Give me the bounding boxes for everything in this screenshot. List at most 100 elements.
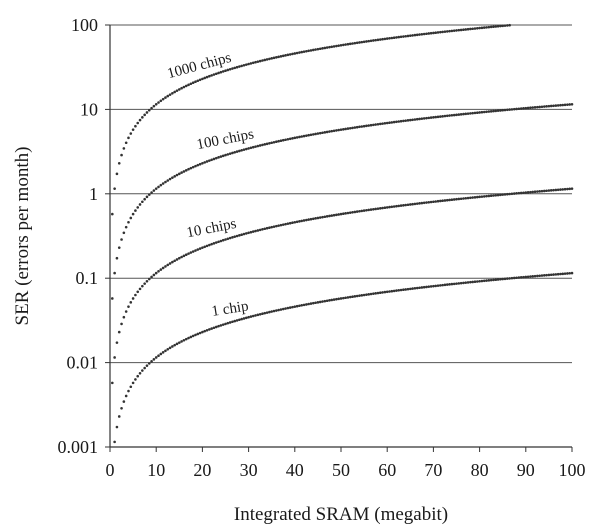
data-point [291,305,294,309]
data-point [161,351,165,354]
data-point [475,111,479,114]
data-point [561,188,565,191]
data-point [268,310,271,314]
data-point [480,110,484,114]
data-point [337,128,340,132]
data-point [381,122,384,125]
data-point [134,293,137,297]
data-point [295,51,299,55]
data-point [265,226,269,230]
data-point [443,199,447,202]
x-tick-label: 80 [471,460,489,480]
data-point [353,210,357,214]
data-point [492,194,495,197]
data-point [529,106,532,110]
data-point [171,345,174,348]
data-point [566,103,569,106]
data-point [570,271,574,275]
data-point [318,131,322,135]
data-point [173,259,176,263]
data-point [342,296,345,300]
data-point [427,116,431,120]
data-point [314,301,317,305]
data-point [369,208,373,211]
data-point [323,299,327,303]
data-point [127,305,130,308]
data-point [302,50,306,53]
x-tick-label: 30 [240,460,258,480]
data-point [515,107,518,111]
data-point [309,49,313,52]
data-point [512,276,516,280]
data-point [452,29,456,32]
data-point [226,153,230,156]
data-point [136,374,140,378]
data-point [270,310,274,313]
data-point [217,240,220,244]
data-point [524,191,528,194]
data-point [113,440,116,444]
data-point [406,119,410,122]
data-point [346,42,350,46]
data-point [496,24,500,28]
data-point [298,135,301,139]
data-point [418,286,421,290]
data-point [275,140,278,144]
data-point [166,263,170,267]
data-point [549,273,553,277]
data-point [522,275,525,279]
data-point [238,234,241,237]
data-point [411,118,414,122]
data-point [378,38,382,41]
data-point [425,285,428,289]
data-point [427,285,431,288]
data-point [480,279,484,283]
data-point [388,205,391,209]
data-point [240,64,243,68]
data-point [233,150,237,154]
data-point [288,53,292,56]
data-point [305,303,308,306]
data-point [263,227,267,231]
data-point [339,43,343,47]
data-point [231,320,234,324]
data-point [187,252,190,255]
data-point [150,360,153,363]
data-point [466,112,470,115]
data-point [187,336,190,340]
data-point [288,221,292,225]
data-point [311,48,315,52]
data-point [385,206,389,209]
data-point [501,193,505,196]
data-point [496,193,500,197]
data-point [117,330,121,334]
data-point [171,176,174,179]
data-point [515,276,518,280]
data-point [208,159,211,162]
data-point [166,94,170,98]
data-point [145,111,149,114]
data-point [307,133,310,137]
data-point [399,288,403,292]
data-point [494,278,498,281]
data-point [147,108,151,112]
data-point [549,104,553,108]
data-point [136,206,140,209]
data-point [164,180,167,184]
data-point [473,280,477,284]
data-point [113,356,116,359]
data-point [268,226,271,229]
data-point [503,277,507,281]
data-point [415,286,419,290]
data-point [434,284,438,288]
data-point [208,74,211,78]
data-point [348,126,352,130]
data-point [205,328,209,332]
data-point [256,144,260,148]
data-point [191,165,195,169]
data-point [127,136,130,140]
data-point [542,189,546,193]
data-point [187,83,190,87]
data-point [545,189,548,193]
data-point [480,195,484,198]
